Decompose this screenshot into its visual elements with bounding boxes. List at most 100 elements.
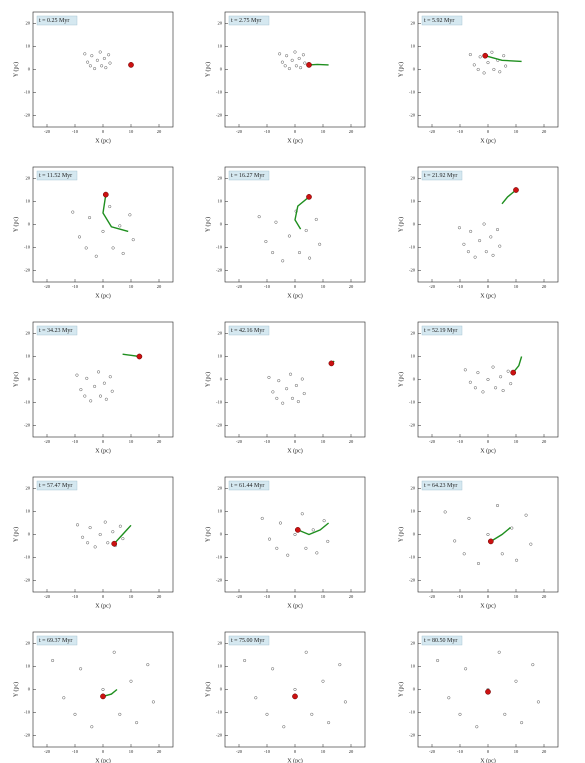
x-tick-label: -10 bbox=[264, 749, 271, 754]
y-tick-label: 20 bbox=[218, 331, 223, 336]
time-label-box bbox=[421, 480, 463, 491]
star-point bbox=[297, 56, 301, 60]
time-label-box bbox=[421, 170, 463, 181]
y-axis-label: Y (pc) bbox=[204, 527, 211, 542]
y-axis-label: Y (pc) bbox=[12, 682, 19, 697]
star-point bbox=[287, 67, 291, 71]
panel: -20 -10 0 10 20 -20 -10 0 10 20 X (pc) Y (pc) t = 42… bbox=[204, 321, 366, 454]
y-tick-label: 10 bbox=[411, 509, 416, 514]
star-point bbox=[104, 397, 108, 401]
x-tick-label: -10 bbox=[457, 439, 464, 444]
star-point bbox=[294, 64, 298, 68]
y-tick-label: 10 bbox=[218, 199, 223, 204]
plot-frame bbox=[417, 166, 559, 283]
star-point bbox=[76, 523, 80, 527]
time-label-box bbox=[421, 325, 463, 336]
star-point bbox=[467, 516, 471, 520]
y-tick-label: -10 bbox=[409, 245, 416, 250]
star-point bbox=[482, 222, 486, 226]
x-axis-label: X (pc) bbox=[480, 292, 496, 299]
star-point bbox=[277, 379, 281, 383]
time-label: t = 2.75 Myr bbox=[231, 18, 261, 24]
y-tick-label: 0 bbox=[28, 67, 31, 72]
x-tick-label: -10 bbox=[264, 594, 271, 599]
x-tick-label: -20 bbox=[236, 284, 243, 289]
y-tick-label: -10 bbox=[409, 400, 416, 405]
x-tick-label: 0 bbox=[294, 129, 297, 134]
time-label: t = 42.16 Myr bbox=[231, 328, 264, 334]
x-tick-label: 10 bbox=[321, 129, 326, 134]
star-point bbox=[88, 526, 92, 530]
y-tick-label: -20 bbox=[24, 423, 31, 428]
star-point bbox=[108, 205, 112, 209]
x-tick-label: 0 bbox=[102, 749, 105, 754]
star-point bbox=[299, 66, 303, 70]
star-point bbox=[257, 215, 261, 219]
star-point bbox=[453, 539, 457, 543]
time-label-box bbox=[421, 15, 463, 26]
star-point bbox=[506, 369, 510, 373]
y-tick-label: 20 bbox=[218, 641, 223, 646]
star-point bbox=[118, 224, 122, 228]
y-tick-label: -20 bbox=[216, 268, 223, 273]
satellite-marker bbox=[328, 360, 335, 367]
plot-frame bbox=[32, 631, 174, 748]
star-point bbox=[504, 64, 508, 68]
x-tick-label: 20 bbox=[542, 439, 547, 444]
y-tick-label: -20 bbox=[409, 423, 416, 428]
y-tick-label: 20 bbox=[411, 21, 416, 26]
star-point bbox=[536, 700, 540, 704]
x-axis-label: X (pc) bbox=[95, 137, 111, 144]
x-tick-label: -10 bbox=[457, 594, 464, 599]
y-tick-label: 0 bbox=[28, 532, 31, 537]
star-point bbox=[498, 70, 502, 74]
star-point bbox=[90, 54, 94, 58]
time-label: t = 21.92 Myr bbox=[424, 173, 457, 179]
star-point bbox=[321, 679, 325, 683]
x-tick-label: 0 bbox=[487, 439, 490, 444]
star-point bbox=[290, 58, 294, 62]
star-point bbox=[79, 388, 83, 392]
satellite-marker bbox=[111, 540, 118, 547]
y-tick-label: 10 bbox=[411, 44, 416, 49]
y-tick-label: -10 bbox=[24, 400, 31, 405]
star-point bbox=[98, 50, 102, 54]
star-point bbox=[275, 546, 279, 550]
star-point bbox=[131, 238, 135, 242]
x-tick-label: 10 bbox=[514, 439, 519, 444]
star-point bbox=[135, 721, 139, 725]
y-tick-label: -20 bbox=[24, 733, 31, 738]
y-tick-label: -10 bbox=[24, 245, 31, 250]
plot-frame bbox=[224, 11, 366, 128]
y-tick-label: 0 bbox=[413, 222, 416, 227]
star-point bbox=[300, 377, 304, 381]
y-tick-label: -10 bbox=[409, 710, 416, 715]
x-tick-label: -10 bbox=[72, 749, 79, 754]
orbit-track bbox=[490, 527, 511, 542]
star-point bbox=[118, 524, 122, 528]
star-point bbox=[531, 663, 535, 667]
x-tick-label: 20 bbox=[157, 439, 162, 444]
x-tick-label: -10 bbox=[457, 129, 464, 134]
time-label: t = 16.27 Myr bbox=[231, 173, 264, 179]
star-point bbox=[300, 512, 304, 516]
y-tick-label: -10 bbox=[24, 555, 31, 560]
orbit-track bbox=[485, 55, 522, 63]
y-axis-label: Y (pc) bbox=[12, 62, 19, 77]
x-tick-label: 0 bbox=[102, 129, 105, 134]
satellite-marker bbox=[100, 693, 106, 700]
time-label-box bbox=[36, 635, 78, 646]
star-point bbox=[265, 712, 269, 716]
x-tick-label: -10 bbox=[72, 129, 79, 134]
x-tick-label: 10 bbox=[321, 749, 326, 754]
x-axis-label: X (pc) bbox=[287, 447, 303, 454]
y-tick-label: -10 bbox=[216, 90, 223, 95]
x-tick-label: -20 bbox=[429, 129, 436, 134]
star-point bbox=[121, 251, 125, 255]
x-tick-label: 10 bbox=[129, 749, 134, 754]
time-label: t = 61.44 Myr bbox=[231, 483, 264, 489]
y-axis-label: Y (pc) bbox=[397, 62, 404, 77]
panel: -20 -10 0 10 20 -20 -10 0 10 20 X (pc) Y (pc) t = 57… bbox=[12, 476, 174, 609]
star-point bbox=[108, 375, 112, 379]
star-point bbox=[509, 382, 513, 386]
